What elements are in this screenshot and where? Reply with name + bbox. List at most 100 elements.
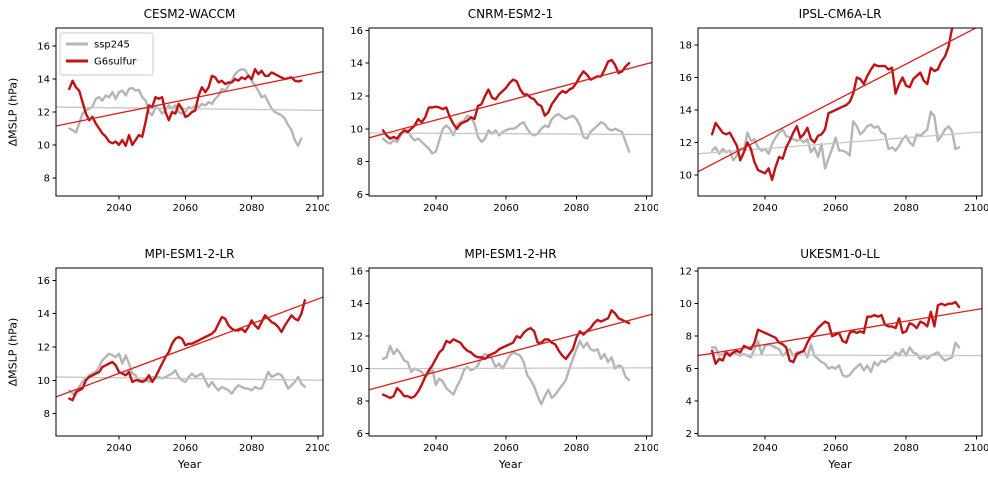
subplot-mpi-esm1-2-hr: MPI-ESM1-2-HR Year 2040 2060 2080 2100 6 8 10 1… <box>329 240 658 479</box>
trend-line-g6sulfur-trend <box>369 313 652 391</box>
svg-text:2100: 2100 <box>305 443 329 454</box>
trend-line-g6sulfur-trend <box>369 61 652 139</box>
x-axis-label: Year <box>177 458 202 471</box>
svg-text:2040: 2040 <box>423 203 448 214</box>
trend-line-g6sulfur-trend <box>56 71 323 127</box>
series-line-g6sulfur <box>68 299 306 402</box>
svg-text:8: 8 <box>357 157 363 168</box>
svg-text:2040: 2040 <box>106 203 131 214</box>
svg-text:2100: 2100 <box>305 203 329 214</box>
x-axis-label: Year <box>828 458 852 471</box>
svg-text:16: 16 <box>37 42 50 53</box>
svg-text:18: 18 <box>679 41 692 52</box>
subplot-title: CESM2-WACCM <box>143 7 236 21</box>
trend-line-g6sulfur-trend <box>56 296 323 398</box>
svg-text:2040: 2040 <box>752 443 777 454</box>
svg-text:2: 2 <box>686 429 692 440</box>
svg-text:6: 6 <box>357 429 363 440</box>
series-line-g6sulfur <box>710 28 954 182</box>
svg-text:16: 16 <box>350 267 363 278</box>
subplot-title: UKESM1-0-LL <box>800 247 880 261</box>
svg-text:6: 6 <box>686 364 692 375</box>
series-line-g6sulfur <box>381 308 631 400</box>
svg-text:12: 12 <box>350 332 363 343</box>
svg-text:4: 4 <box>686 397 692 408</box>
svg-text:2060: 2060 <box>823 443 848 454</box>
series-line-ssp245 <box>710 110 961 170</box>
trend-line-ssp245-trend <box>56 106 323 112</box>
trend-line-g6sulfur-trend <box>698 28 978 173</box>
svg-text:2060: 2060 <box>173 443 198 454</box>
legend-label-g6sulfur: G6sulfur <box>94 57 137 68</box>
svg-text:2060: 2060 <box>493 443 518 454</box>
svg-text:2080: 2080 <box>564 443 589 454</box>
svg-text:14: 14 <box>350 299 363 310</box>
series-line-g6sulfur <box>68 67 303 148</box>
subplot-ukesm1-0-ll: UKESM1-0-LL Year 2040 2060 2080 2100 2 4 6 8 10 1… <box>658 240 988 479</box>
series-line-ssp245 <box>68 67 303 148</box>
series-line-ssp245 <box>710 339 961 379</box>
trend-line-ssp245-trend <box>369 132 652 136</box>
plot-canvas-ipsl-cm6a-lr: 2040 2060 2080 2100 10 12 14 16 18 <box>679 27 988 214</box>
series-line-g6sulfur <box>381 58 631 140</box>
subplot-title: MPI-ESM1-2-LR <box>144 247 235 261</box>
plot-canvas-cesm2-waccm: 2040 2060 2080 2100 8 10 12 14 16 ssp245 G6sulfur <box>37 27 329 214</box>
subplot-title: IPSL-CM6A-LR <box>798 7 882 21</box>
series-line-ssp245 <box>381 112 631 155</box>
svg-text:10: 10 <box>350 364 363 375</box>
svg-text:2040: 2040 <box>752 203 777 214</box>
svg-text:2080: 2080 <box>239 203 264 214</box>
plot-canvas-cnrm-esm2-1: 2040 2060 2080 2100 6 8 10 12 14 16 <box>350 26 658 214</box>
subplot-cnrm-esm2-1: CNRM-ESM2-1 2040 2060 2080 2100 6 8 10 12 14 16 <box>329 0 658 240</box>
svg-text:14: 14 <box>350 59 363 70</box>
svg-text:16: 16 <box>350 26 363 37</box>
x-axis-label: Year <box>498 458 523 471</box>
svg-text:12: 12 <box>37 108 50 119</box>
svg-text:16: 16 <box>679 73 692 84</box>
plot-canvas-ukesm1-0-ll: 2040 2060 2080 2100 2 4 6 8 10 12 <box>679 267 988 454</box>
subplot-title: MPI-ESM1-2-HR <box>464 247 557 261</box>
legend: ssp245 G6sulfur <box>59 32 154 76</box>
subplot-title: CNRM-ESM2-1 <box>467 7 554 21</box>
svg-text:2080: 2080 <box>893 203 918 214</box>
svg-text:10: 10 <box>350 124 363 135</box>
svg-text:2100: 2100 <box>634 203 658 214</box>
svg-text:8: 8 <box>357 397 363 408</box>
svg-text:2080: 2080 <box>564 203 589 214</box>
svg-text:2100: 2100 <box>964 443 988 454</box>
svg-text:14: 14 <box>37 75 50 86</box>
svg-text:10: 10 <box>679 170 692 181</box>
svg-text:8: 8 <box>44 409 50 420</box>
svg-text:12: 12 <box>37 343 50 354</box>
trend-line-ssp245-trend <box>698 354 982 357</box>
svg-text:2040: 2040 <box>423 443 448 454</box>
svg-text:2060: 2060 <box>173 203 198 214</box>
svg-text:16: 16 <box>37 276 50 287</box>
trend-line-ssp245-trend <box>369 367 652 370</box>
trend-line-g6sulfur-trend <box>698 307 982 357</box>
plot-canvas-mpi-esm1-2-hr: 2040 2060 2080 2100 6 8 10 12 14 16 <box>350 267 658 454</box>
svg-text:12: 12 <box>679 267 692 278</box>
svg-text:2080: 2080 <box>239 443 264 454</box>
trend-line-ssp245-trend <box>56 376 323 381</box>
svg-text:10: 10 <box>37 140 50 151</box>
series-line-ssp245 <box>68 352 306 397</box>
svg-text:2080: 2080 <box>893 443 918 454</box>
svg-text:8: 8 <box>686 332 692 343</box>
svg-text:2040: 2040 <box>106 443 131 454</box>
svg-text:14: 14 <box>37 309 50 320</box>
svg-text:2100: 2100 <box>634 443 658 454</box>
svg-text:6: 6 <box>357 190 363 201</box>
svg-text:2060: 2060 <box>493 203 518 214</box>
series-line-ssp245 <box>381 339 631 406</box>
svg-text:10: 10 <box>679 299 692 310</box>
svg-text:12: 12 <box>679 138 692 149</box>
svg-text:8: 8 <box>44 173 50 184</box>
svg-text:2060: 2060 <box>823 203 848 214</box>
svg-text:2100: 2100 <box>964 203 988 214</box>
legend-label-ssp245: ssp245 <box>94 40 130 51</box>
svg-text:10: 10 <box>37 376 50 387</box>
subplot-cesm2-waccm: CESM2-WACCM ΔMSLP (hPa) 2040 2060 2080 2100… <box>0 0 330 240</box>
svg-text:12: 12 <box>350 92 363 103</box>
